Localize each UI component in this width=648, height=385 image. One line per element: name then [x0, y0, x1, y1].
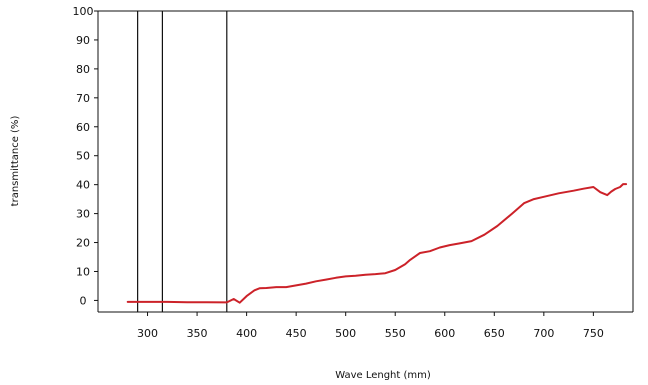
x-tick-label: 500 — [335, 327, 356, 340]
x-tick-label: 300 — [137, 327, 158, 340]
x-tick-label: 600 — [434, 327, 455, 340]
x-tick-label: 450 — [286, 327, 307, 340]
x-tick-label: 550 — [385, 327, 406, 340]
x-tick-label: 400 — [236, 327, 257, 340]
x-tick-label: 350 — [187, 327, 208, 340]
vertical-marker-lines — [137, 11, 228, 312]
x-tick-label: 700 — [533, 327, 554, 340]
y-tick-label: 30 — [76, 208, 90, 221]
y-tick-label: 90 — [76, 34, 90, 47]
x-axis-ticks: 300 350 400 450 500 550 600 650 700 750 — [137, 312, 604, 340]
x-axis-label: Wave Lenght (mm) — [335, 370, 431, 381]
y-axis-label: transmittance (%) — [10, 116, 21, 207]
y-tick-label: 100 — [73, 5, 94, 18]
series-lines — [126, 183, 628, 304]
y-tick-label: 60 — [76, 121, 90, 134]
y-tick-label: 50 — [76, 150, 90, 163]
y-axis-ticks: 0 10 20 30 40 50 60 70 80 90 100 — [73, 5, 98, 307]
series-line — [126, 183, 628, 304]
y-tick-label: 80 — [76, 63, 90, 76]
y-tick-label: 40 — [76, 179, 90, 192]
x-tick-label: 650 — [484, 327, 505, 340]
y-tick-label: 10 — [76, 265, 90, 278]
y-tick-label: 0 — [80, 294, 87, 307]
y-tick-label: 70 — [76, 92, 90, 105]
y-tick-label: 20 — [76, 237, 90, 250]
x-tick-label: 750 — [583, 327, 604, 340]
